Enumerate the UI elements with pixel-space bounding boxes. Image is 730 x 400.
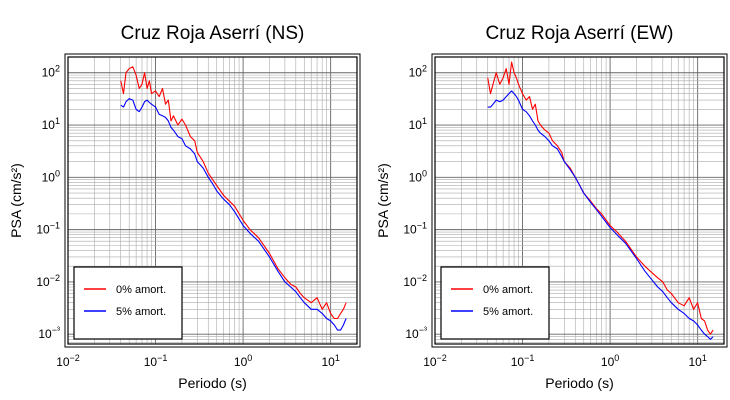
chart-title: Cruz Roja Aserrí (NS) <box>121 23 305 44</box>
series-line-damping-0 <box>120 66 347 320</box>
chart-title: Cruz Roja Aserrí (EW) <box>486 23 674 44</box>
x-tick-label: 10−1 <box>144 353 168 369</box>
legend-label: 0% amort. <box>483 284 533 296</box>
legend: 0% amort. 5% amort. <box>440 266 550 340</box>
grid <box>67 56 358 344</box>
x-tick-label: 100 <box>234 353 252 369</box>
y-axis-label: PSA (cm/s²) <box>8 163 24 238</box>
grid <box>434 56 725 344</box>
y-tick-label: 10−2 <box>36 273 60 289</box>
y-tick-label: 102 <box>42 64 60 80</box>
x-tick-label: 101 <box>688 353 706 369</box>
y-tick-label: 10−1 <box>36 221 60 237</box>
y-tick-label: 100 <box>409 168 427 184</box>
chart-panel-ns: Cruz Roja Aserrí (NS) 10−2 10−1 100 101 10−³ 1… <box>8 23 361 391</box>
y-tick-label: 101 <box>42 116 60 132</box>
y-tick-label: 10−2 <box>403 273 427 289</box>
y-axis-label: PSA (cm/s²) <box>375 163 391 238</box>
x-tick-label: 10−2 <box>56 353 80 369</box>
x-tick-label: 101 <box>321 353 339 369</box>
y-tick-label: 100 <box>42 168 60 184</box>
legend: 0% amort. 5% amort. <box>73 266 183 340</box>
x-axis-label: Periodo (s) <box>545 375 613 391</box>
y-tick-label: 10−³ <box>405 325 427 341</box>
x-tick-label: 10−1 <box>511 353 535 369</box>
legend-box <box>440 266 550 340</box>
x-tick-label: 10−2 <box>423 353 447 369</box>
series-line-damping-5 <box>120 98 347 331</box>
y-tick-label: 10−³ <box>38 325 60 341</box>
plot-frame-outer <box>64 53 361 348</box>
y-tick-label: 101 <box>409 116 427 132</box>
plot-frame <box>67 56 358 345</box>
chart-panel-ew: Cruz Roja Aserrí (EW) 10−2 10−1 100 101 10−³ 1… <box>375 23 728 391</box>
y-tick-label: 102 <box>409 64 427 80</box>
x-axis-label: Periodo (s) <box>178 375 246 391</box>
legend-label: 5% amort. <box>483 306 533 318</box>
y-tick-label: 10−1 <box>403 221 427 237</box>
series-line-damping-5 <box>487 90 714 340</box>
x-tick-label: 100 <box>601 353 619 369</box>
legend-box <box>73 266 183 340</box>
legend-label: 0% amort. <box>116 284 166 296</box>
plot-frame-outer <box>431 53 728 348</box>
legend-label: 5% amort. <box>116 306 166 318</box>
plot-frame <box>434 56 725 345</box>
